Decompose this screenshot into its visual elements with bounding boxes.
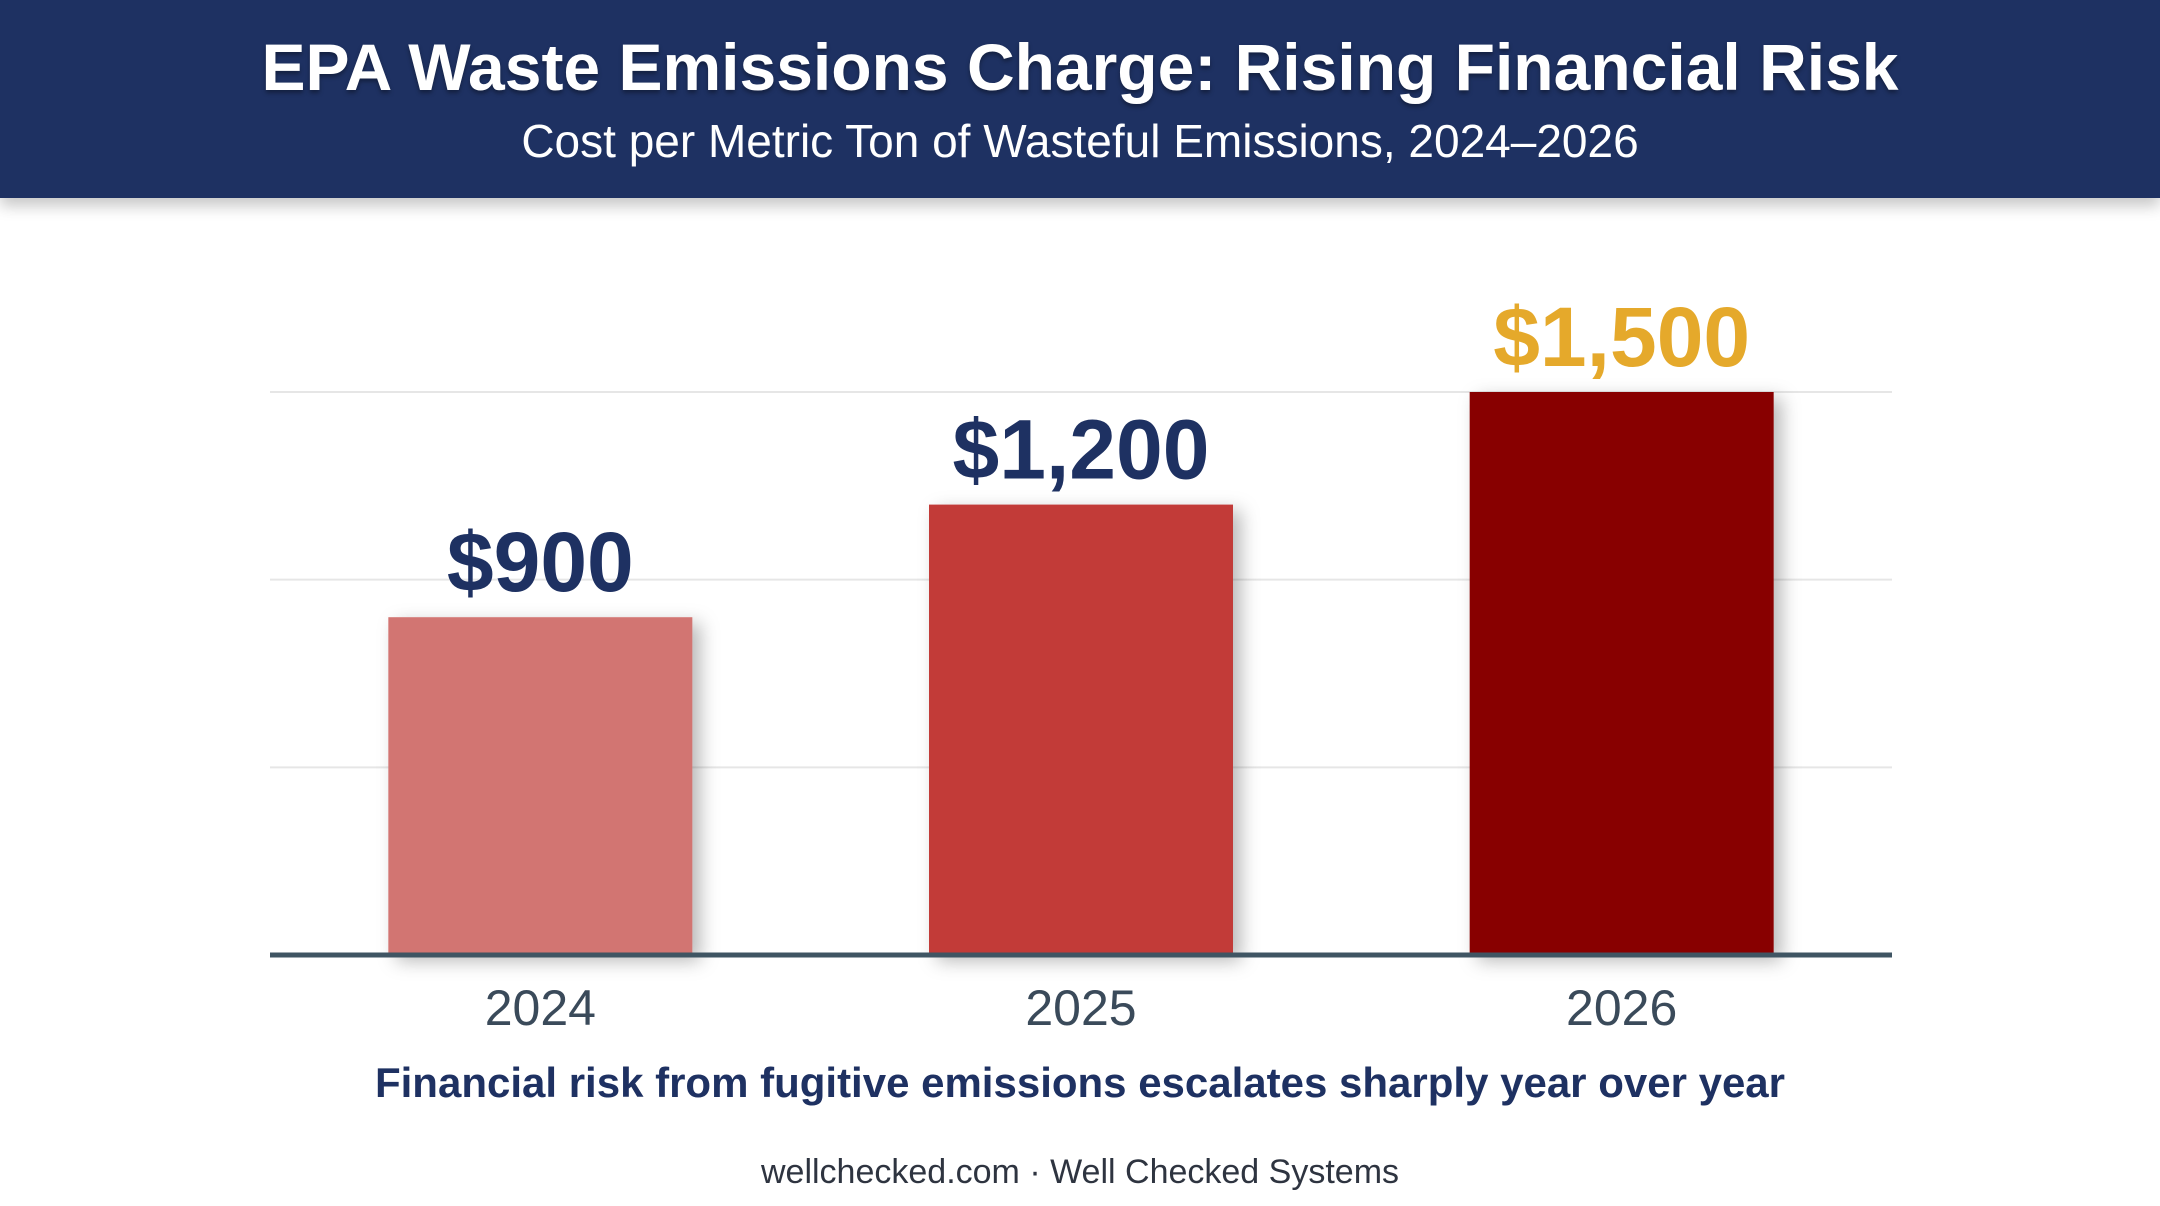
- data-label-2026: $1,500: [1493, 290, 1750, 384]
- chart-title: EPA Waste Emissions Charge: Rising Finan…: [261, 30, 1899, 104]
- x-tick-2024: 2024: [485, 980, 596, 1036]
- bar-2026: [1469, 392, 1774, 955]
- data-label-2025: $1,200: [953, 403, 1210, 497]
- data-labels: $900 $1,200 $1,500: [447, 290, 1750, 609]
- source-credit: wellchecked.com · Well Checked Systems: [760, 1153, 1400, 1191]
- x-tick-2026: 2026: [1566, 980, 1677, 1036]
- bar-2025: [929, 504, 1233, 955]
- data-label-2024: $900: [447, 515, 634, 609]
- x-tick-labels: 2024 2025 2026: [485, 980, 1678, 1036]
- chart-footnote: Financial risk from fugitive emissions e…: [374, 1059, 1785, 1106]
- header-banner: EPA Waste Emissions Charge: Rising Finan…: [0, 0, 2160, 198]
- bar-2024: [388, 617, 693, 955]
- x-tick-2025: 2025: [1025, 980, 1136, 1036]
- chart-subtitle: Cost per Metric Ton of Wasteful Emission…: [521, 115, 1639, 167]
- bars: [388, 392, 1774, 955]
